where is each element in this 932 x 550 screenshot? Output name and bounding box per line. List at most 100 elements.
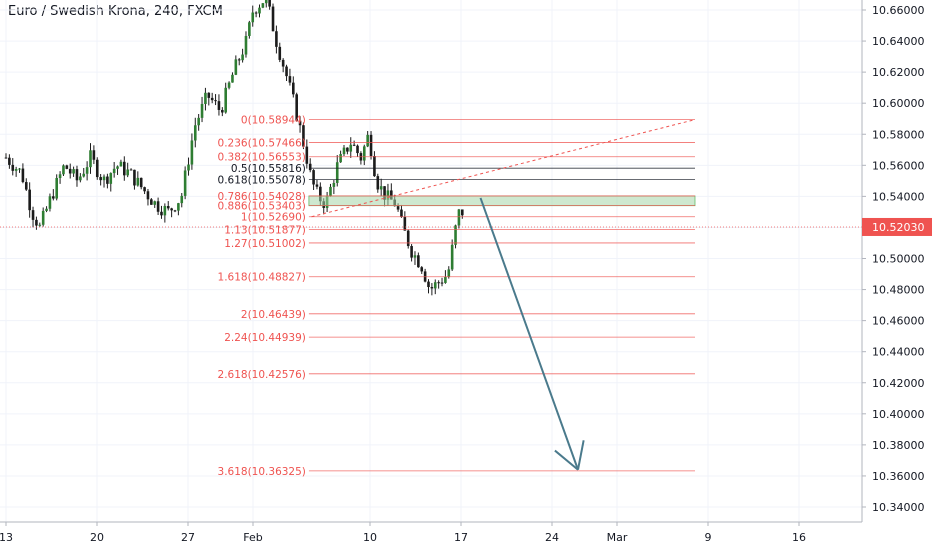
- price-tick-label: 10.40000: [872, 408, 925, 421]
- candle-body: [21, 168, 25, 183]
- candle-body: [379, 186, 383, 190]
- candle-body: [454, 225, 457, 245]
- candle-body: [447, 269, 451, 277]
- candle-body: [136, 177, 140, 186]
- time-tick-label: 20: [90, 531, 104, 544]
- fib-level-label: 0.236(10.57466): [218, 138, 306, 150]
- candle-body: [329, 186, 332, 197]
- time-tick-label: 27: [181, 531, 195, 544]
- candle-body: [193, 125, 197, 141]
- candle-body: [102, 176, 106, 181]
- candle-body: [261, 3, 265, 8]
- candle-body: [4, 157, 8, 159]
- candle-body: [183, 170, 187, 196]
- candle-body: [116, 166, 119, 169]
- candle-body: [18, 168, 21, 170]
- candle-body: [75, 169, 79, 181]
- candle-body: [52, 196, 55, 199]
- price-tick-label: 10.46000: [872, 315, 925, 328]
- candle-body: [461, 209, 464, 216]
- candle-body: [160, 211, 163, 216]
- candle-body: [281, 59, 285, 67]
- candle-body: [139, 177, 143, 188]
- candle-body: [406, 230, 410, 247]
- price-axis[interactable]: 10.66000 10.64000 10.62000 10.60000 10.58000…: [861, 0, 932, 522]
- candle-body: [288, 76, 292, 83]
- candle-body: [166, 206, 170, 209]
- candle-body: [349, 144, 353, 152]
- candle-body: [305, 146, 309, 164]
- candle-body: [180, 195, 184, 204]
- current-price-badge: [862, 217, 932, 236]
- candle-body: [386, 190, 390, 200]
- candle-body: [376, 176, 380, 190]
- candle-body: [278, 46, 282, 60]
- candle-body: [227, 82, 231, 88]
- candle-body: [150, 199, 153, 205]
- candle-body: [177, 203, 180, 211]
- fib-level-label: 0.618(10.55078): [218, 175, 306, 187]
- fib-level-label: 0.5(10.55816): [231, 163, 306, 175]
- time-tick-label: 24: [545, 531, 559, 544]
- projection-arrow[interactable]: [479, 197, 585, 471]
- candle-body: [234, 59, 238, 75]
- fib-level-label: 1.27(10.51002): [224, 238, 306, 250]
- candle-body: [400, 209, 403, 217]
- candle-body: [24, 182, 28, 190]
- candle-body: [319, 186, 322, 202]
- price-tick-label: 10.50000: [872, 253, 925, 266]
- grid: [0, 0, 862, 522]
- price-tick-label: 10.56000: [872, 159, 925, 172]
- candle-body: [133, 169, 136, 186]
- fib-level-label: 1(10.52690): [241, 212, 306, 224]
- candle-body: [170, 208, 173, 211]
- time-tick-label: 10: [363, 531, 377, 544]
- candle-body: [264, 0, 268, 4]
- price-tick-label: 10.66000: [872, 4, 925, 17]
- candle-body: [14, 169, 18, 171]
- candle-body: [197, 117, 200, 126]
- candle-body: [430, 287, 434, 289]
- candle-body: [420, 267, 424, 272]
- price-tick-label: 10.38000: [872, 439, 925, 452]
- candle-body: [156, 201, 160, 212]
- candle-body: [82, 173, 86, 177]
- candle-body: [79, 176, 82, 181]
- candle-body: [298, 120, 302, 126]
- candle-body: [271, 6, 275, 32]
- candle-body: [55, 177, 58, 199]
- candle-body: [207, 92, 211, 98]
- candle-body: [173, 210, 177, 212]
- candle-body: [417, 255, 420, 268]
- time-tick-label: 9: [705, 531, 712, 544]
- time-tick-label: 17: [454, 531, 468, 544]
- time-tick-label: Feb: [243, 531, 262, 544]
- candle-body: [45, 208, 48, 211]
- candle-body: [390, 190, 393, 200]
- price-tick-label: 10.44000: [872, 346, 925, 359]
- chart-title: Euro / Swedish Krona, 240, FXCM: [8, 4, 223, 19]
- candle-body: [224, 87, 227, 113]
- candle-body: [352, 144, 356, 146]
- candle-body: [285, 66, 288, 77]
- candle-body: [89, 150, 92, 168]
- candle-body: [221, 109, 224, 113]
- candle-body: [315, 184, 319, 187]
- candle-body: [241, 54, 244, 61]
- candle-body: [362, 146, 366, 161]
- time-tick-label: Mar: [607, 531, 628, 544]
- candle-body: [112, 168, 116, 174]
- fib-level-label: 2.618(10.42576): [218, 369, 306, 381]
- candle-body: [153, 201, 157, 205]
- candle-body: [58, 174, 62, 178]
- time-axis[interactable]: 13 20 27 Feb 10 17 24 Mar 9 16: [0, 521, 862, 544]
- candle-body: [8, 157, 11, 165]
- time-tick-label: 13: [0, 531, 13, 544]
- fib-retracement[interactable]: 0(10.58944) 0.236(10.57466) 0.382(10.56553…: [0, 115, 862, 478]
- candle-body: [35, 219, 38, 226]
- candle-body: [251, 12, 255, 23]
- candle-body: [48, 196, 52, 209]
- candle-body: [237, 59, 241, 61]
- price-tick-label: 10.42000: [872, 377, 925, 390]
